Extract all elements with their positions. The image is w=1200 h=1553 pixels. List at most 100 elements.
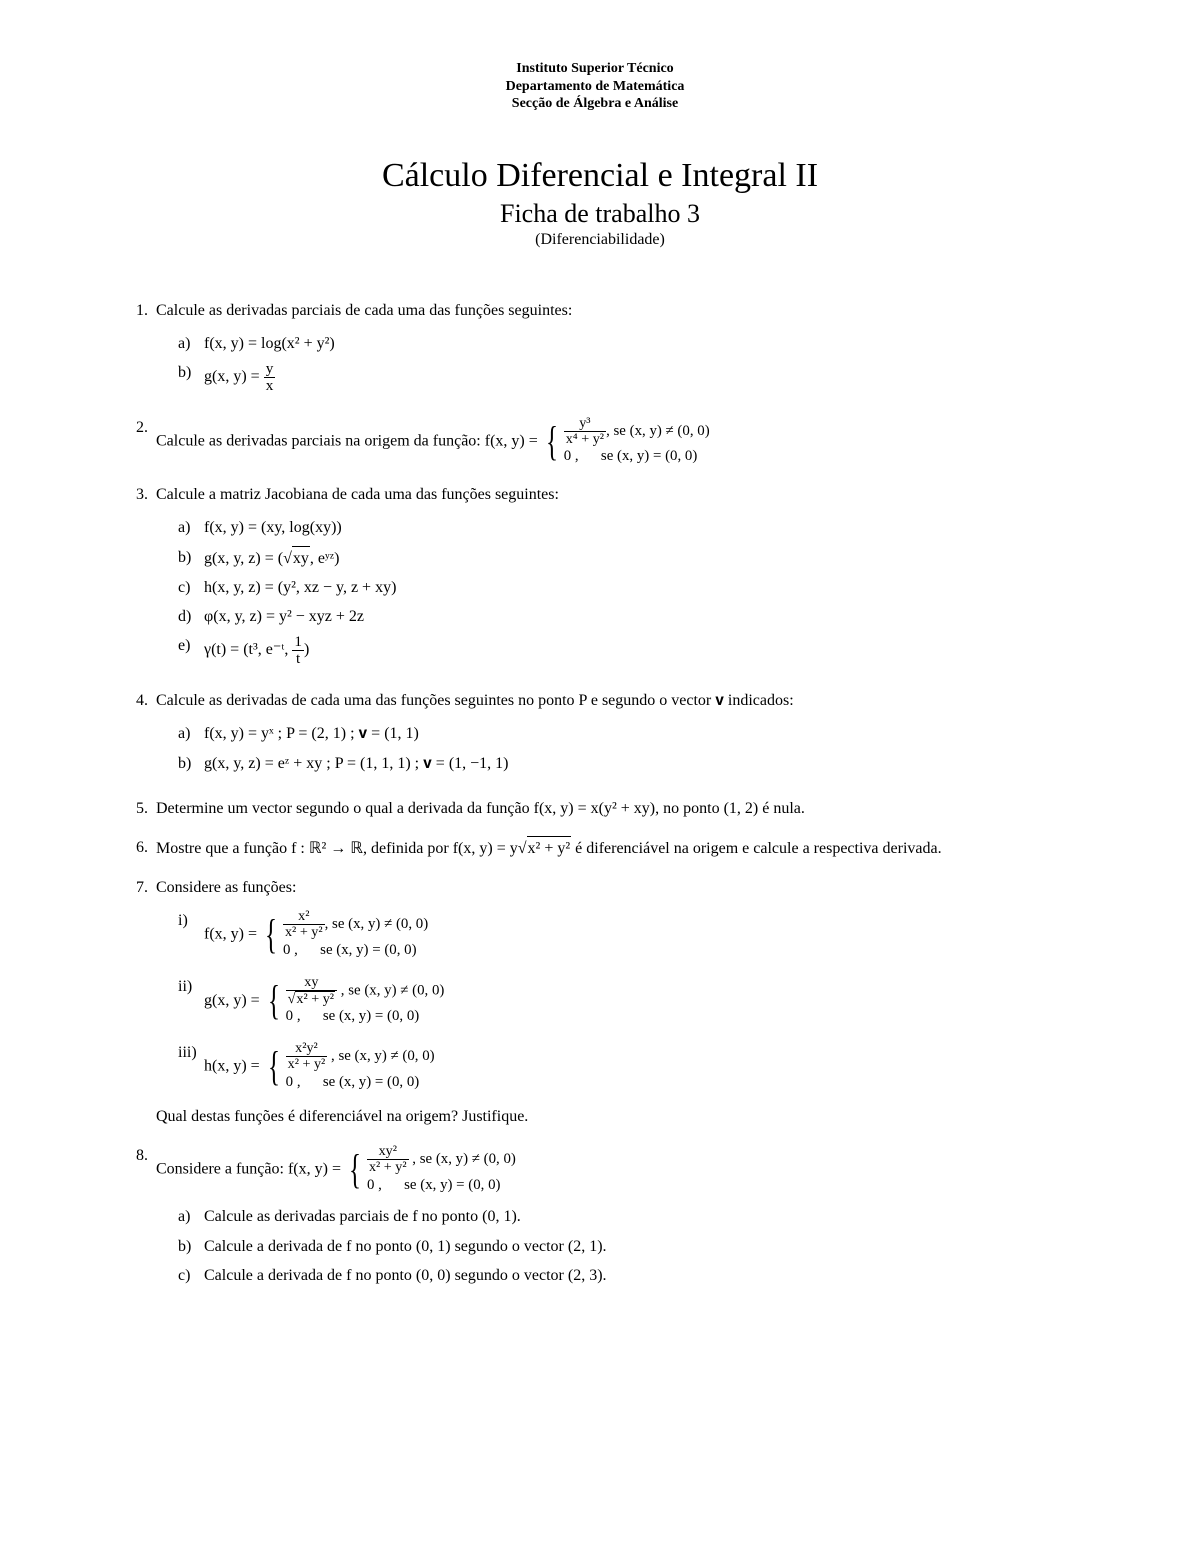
piecewise-function: { xy²x² + y² , se (x, y) ≠ (0, 0) 0 , se… [345,1144,516,1196]
problem-number: 4. [120,689,156,781]
sub-letter: e) [178,634,204,667]
fraction: 1t [292,634,304,667]
problem-body: Calcule a matriz Jacobiana de cada uma d… [156,483,1080,673]
sub-item: c)h(x, y, z) = (y², xz − y, z + xy) [178,576,1080,599]
sub-letter: b) [178,546,204,570]
sub-list: a) f(x, y) = log(x² + y²) b) g(x, y) = y… [178,332,1080,394]
problem-number: 7. [120,876,156,1128]
header-line-3: Secção de Álgebra e Análise [110,95,1080,113]
sub-letter: c) [178,576,204,599]
left-brace-icon: { [268,983,280,1018]
problem-text: Calcule as derivadas parciais na origem … [156,432,542,449]
title-block: Cálculo Diferencial e Integral II Ficha … [120,157,1080,249]
sub-letter: a) [178,1205,204,1228]
left-brace-icon: { [265,917,277,952]
problem-text: Considere a função: f(x, y) = [156,1160,345,1177]
sub-item: c)Calcule a derivada de f no ponto (0, 0… [178,1264,1080,1287]
sub-text: Calcule a derivada de f no ponto (0, 1) … [204,1235,607,1258]
follow-up-text: Qual destas funções é diferenciável na o… [156,1105,1080,1128]
math-expression: g(x, y, z) = (xy, eʸᶻ) [204,546,339,570]
problem-5: 5. Determine um vector segundo o qual a … [120,797,1080,820]
problem-body: Considere as funções: i) f(x, y) = { x²x… [156,876,1080,1128]
math-expression: f(x, y) = yˣ ; P = (2, 1) ; 𝐯 = (1, 1) [204,722,419,745]
sub-letter: a) [178,516,204,539]
sub-item: a) f(x, y) = log(x² + y²) [178,332,1080,355]
math-expression: g(x, y) = { xyx² + y² , se (x, y) ≠ (0, … [204,975,444,1028]
problem-body: Calcule as derivadas parciais na origem … [156,416,1080,468]
header-line-1: Instituto Superior Técnico [110,60,1080,78]
sub-letter: a) [178,332,204,355]
sub-item: iii) h(x, y) = { x²y²x² + y² , se (x, y)… [178,1041,1080,1093]
sub-letter: a) [178,722,204,745]
sqrt: x² + y² [288,991,335,1007]
problem-text: Mostre que a função f : ℝ² → ℝ, definida… [156,840,942,857]
piecewise-function: { x²x² + y², se (x, y) ≠ (0, 0) 0 , se (… [261,909,428,961]
main-title: Cálculo Diferencial e Integral II [120,157,1080,195]
sub-item: b)g(x, y, z) = (xy, eʸᶻ) [178,546,1080,570]
problem-text: Calcule a matriz Jacobiana de cada uma d… [156,486,559,503]
institution-header: Instituto Superior Técnico Departamento … [110,60,1080,113]
math-expression: f(x, y) = log(x² + y²) [204,332,335,355]
problem-number: 3. [120,483,156,673]
sub-letter: i) [178,909,204,961]
math-expression: f(x, y) = { x²x² + y², se (x, y) ≠ (0, 0… [204,909,428,961]
problem-text: Calcule as derivadas de cada uma das fun… [156,692,794,709]
sub-letter: c) [178,1264,204,1287]
fraction: y³x⁴ + y² [564,416,606,447]
problem-number: 5. [120,797,156,820]
fraction: xyx² + y² [286,975,337,1007]
problem-6: 6. Mostre que a função f : ℝ² → ℝ, defin… [120,836,1080,860]
left-brace-icon: { [349,1152,361,1187]
sub-item: b)g(x, y, z) = eᶻ + xy ; P = (1, 1, 1) ;… [178,752,1080,775]
math-expression: γ(t) = (t³, e⁻ᵗ, 1t) [204,634,309,667]
fraction: yx [264,361,276,394]
problem-number: 2. [120,416,156,468]
problem-list: 1. Calcule as derivadas parciais de cada… [120,299,1080,1294]
sub-item: d)φ(x, y, z) = y² − xyz + 2z [178,605,1080,628]
header-line-2: Departamento de Matemática [110,78,1080,96]
sub-text: Calcule a derivada de f no ponto (0, 0) … [204,1264,607,1287]
topic: (Diferenciabilidade) [120,231,1080,249]
sub-item: e)γ(t) = (t³, e⁻ᵗ, 1t) [178,634,1080,667]
math-expression: g(x, y) = yx [204,361,275,394]
sub-list: a)f(x, y) = yˣ ; P = (2, 1) ; 𝐯 = (1, 1)… [178,722,1080,774]
sub-item: b) g(x, y) = yx [178,361,1080,394]
sqrt: x² + y² [518,836,571,860]
document-page: Instituto Superior Técnico Departamento … [0,0,1200,1553]
sub-letter: b) [178,752,204,775]
math-expression: h(x, y, z) = (y², xz − y, z + xy) [204,576,396,599]
problem-2: 2. Calcule as derivadas parciais na orig… [120,416,1080,468]
sub-item: a)Calcule as derivadas parciais de f no … [178,1205,1080,1228]
problem-body: Calcule as derivadas de cada uma das fun… [156,689,1080,781]
problem-body: Considere a função: f(x, y) = { xy²x² + … [156,1144,1080,1293]
problem-body: Determine um vector segundo o qual a der… [156,797,1080,820]
problem-8: 8. Considere a função: f(x, y) = { xy²x²… [120,1144,1080,1293]
problem-3: 3. Calcule a matriz Jacobiana de cada um… [120,483,1080,673]
problem-1: 1. Calcule as derivadas parciais de cada… [120,299,1080,400]
sub-letter: iii) [178,1041,204,1093]
problem-7: 7. Considere as funções: i) f(x, y) = { … [120,876,1080,1128]
problem-text: Considere as funções: [156,879,296,896]
problem-4: 4. Calcule as derivadas de cada uma das … [120,689,1080,781]
sub-text: Calcule as derivadas parciais de f no po… [204,1205,521,1228]
sub-item: b)Calcule a derivada de f no ponto (0, 1… [178,1235,1080,1258]
sub-letter: b) [178,1235,204,1258]
left-brace-icon: { [268,1049,280,1084]
problem-number: 8. [120,1144,156,1293]
sub-item: a)f(x, y) = (xy, log(xy)) [178,516,1080,539]
left-brace-icon: { [546,424,558,459]
piecewise-function: { xyx² + y² , se (x, y) ≠ (0, 0) 0 , se … [264,975,445,1028]
sub-item: a)f(x, y) = yˣ ; P = (2, 1) ; 𝐯 = (1, 1) [178,722,1080,745]
sub-list: a)f(x, y) = (xy, log(xy)) b)g(x, y, z) =… [178,516,1080,667]
sqrt: xy [283,546,310,570]
piecewise-function: { x²y²x² + y² , se (x, y) ≠ (0, 0) 0 , s… [264,1041,435,1093]
sub-list: i) f(x, y) = { x²x² + y², se (x, y) ≠ (0… [178,909,1080,1093]
problem-body: Calcule as derivadas parciais de cada um… [156,299,1080,400]
problem-body: Mostre que a função f : ℝ² → ℝ, definida… [156,836,1080,860]
math-expression: g(x, y, z) = eᶻ + xy ; P = (1, 1, 1) ; 𝐯… [204,752,509,775]
sub-item: i) f(x, y) = { x²x² + y², se (x, y) ≠ (0… [178,909,1080,961]
sub-letter: ii) [178,975,204,1028]
fraction: xy²x² + y² [367,1144,409,1175]
problem-text: Determine um vector segundo o qual a der… [156,800,805,817]
fraction: x²x² + y² [283,909,325,940]
